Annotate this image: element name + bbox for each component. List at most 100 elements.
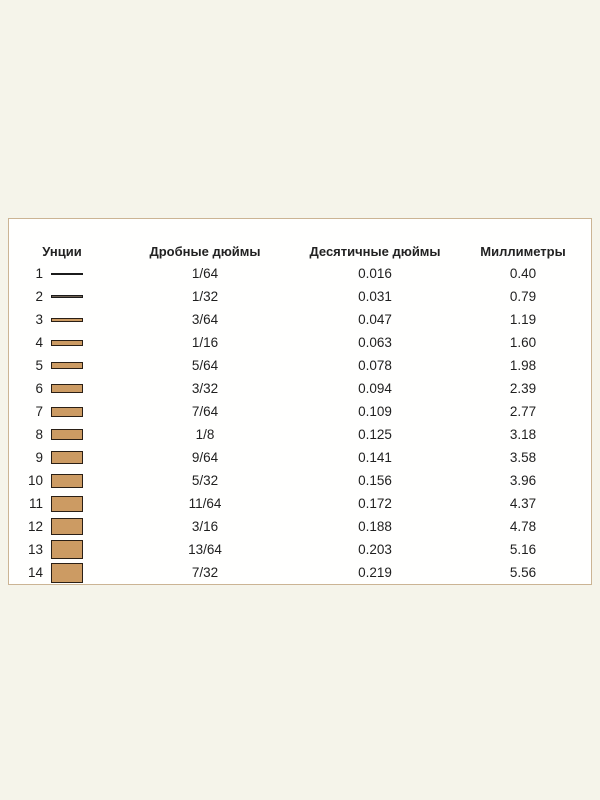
- decimal-inch-value: 0.078: [358, 358, 392, 373]
- ounce-value: 10: [27, 473, 43, 488]
- thickness-bar-cell: [49, 538, 115, 561]
- millimeter-value: 3.96: [509, 473, 537, 488]
- thickness-bar: [51, 272, 83, 275]
- fractional-inch-value: 11/64: [188, 496, 222, 511]
- ounce-value: 6: [35, 381, 43, 396]
- decimal-inch-value: 0.141: [358, 450, 392, 465]
- fractional-inch-value: 1/32: [191, 289, 219, 304]
- thickness-bar-cell: [49, 285, 115, 308]
- ounce-value: 1: [35, 266, 43, 281]
- decimal-inch-value: 0.047: [358, 312, 392, 327]
- table-body: 1 1/64 0.016 0.40 2 1/32 0.031 0.79 3 3/…: [9, 262, 591, 584]
- table-row: 14 7/32 0.219 5.56: [9, 561, 591, 584]
- millimeter-value: 4.78: [509, 519, 537, 534]
- fractional-inch-value: 1/8: [195, 427, 215, 442]
- table-row: 6 3/32 0.094 2.39: [9, 377, 591, 400]
- decimal-inch-value: 0.156: [358, 473, 392, 488]
- decimal-inch-value: 0.063: [358, 335, 392, 350]
- table-row: 9 9/64 0.141 3.58: [9, 446, 591, 469]
- ounce-value: 9: [35, 450, 43, 465]
- fractional-inch-value: 3/16: [191, 519, 219, 534]
- ounce-value: 5: [35, 358, 43, 373]
- ounce-value: 2: [35, 289, 43, 304]
- decimal-inch-value: 0.094: [358, 381, 392, 396]
- ounce-value: 4: [35, 335, 43, 350]
- table-row: 11 11/64 0.172 4.37: [9, 492, 591, 515]
- ounce-value: 14: [27, 565, 43, 580]
- millimeter-value: 2.39: [509, 381, 537, 396]
- ounce-value: 13: [27, 542, 43, 557]
- ounce-value: 11: [28, 496, 43, 511]
- thickness-bar-cell: [49, 354, 115, 377]
- table-row: 10 5/32 0.156 3.96: [9, 469, 591, 492]
- thickness-bar: [51, 540, 83, 559]
- decimal-inch-value: 0.109: [358, 404, 392, 419]
- thickness-bar: [51, 562, 83, 583]
- millimeter-value: 5.56: [509, 565, 537, 580]
- fractional-inch-value: 5/32: [191, 473, 219, 488]
- fractional-inch-value: 1/64: [191, 266, 219, 281]
- table-row: 7 7/64 0.109 2.77: [9, 400, 591, 423]
- thickness-bar: [51, 362, 83, 369]
- table-row: 12 3/16 0.188 4.78: [9, 515, 591, 538]
- table-row: 2 1/32 0.031 0.79: [9, 285, 591, 308]
- thickness-bar: [51, 295, 83, 298]
- millimeter-value: 1.60: [509, 335, 537, 350]
- thickness-bar: [51, 317, 83, 322]
- fractional-inch-value: 5/64: [191, 358, 219, 373]
- thickness-bar: [51, 339, 83, 346]
- millimeter-value: 4.37: [509, 496, 537, 511]
- column-header-ounces: Унции: [42, 244, 82, 259]
- thickness-bar-cell: [49, 561, 115, 584]
- fractional-inch-value: 3/64: [191, 312, 219, 327]
- thickness-bar-cell: [49, 515, 115, 538]
- thickness-bar-cell: [49, 308, 115, 331]
- thickness-bar: [51, 473, 83, 488]
- decimal-inch-value: 0.016: [358, 266, 392, 281]
- column-header-millimeters: Миллиметры: [480, 244, 566, 259]
- millimeter-value: 3.58: [509, 450, 537, 465]
- decimal-inch-value: 0.203: [358, 542, 392, 557]
- decimal-inch-value: 0.172: [358, 496, 392, 511]
- table-row: 4 1/16 0.063 1.60: [9, 331, 591, 354]
- millimeter-value: 3.18: [509, 427, 537, 442]
- table-header-row: Унции Дробные дюймы Десятичные дюймы Мил…: [9, 219, 591, 262]
- table-row: 8 1/8 0.125 3.18: [9, 423, 591, 446]
- ounce-value: 3: [35, 312, 43, 327]
- column-header-decimal-inches: Десятичные дюймы: [309, 244, 441, 259]
- thickness-bar-cell: [49, 262, 115, 285]
- fractional-inch-value: 1/16: [191, 335, 219, 350]
- thickness-bar: [51, 451, 83, 464]
- millimeter-value: 1.19: [509, 312, 537, 327]
- millimeter-value: 2.77: [509, 404, 537, 419]
- millimeter-value: 1.98: [509, 358, 537, 373]
- decimal-inch-value: 0.188: [358, 519, 392, 534]
- ounce-value: 7: [35, 404, 43, 419]
- ounce-value: 8: [35, 427, 43, 442]
- thickness-bar-cell: [49, 492, 115, 515]
- fractional-inch-value: 3/32: [191, 381, 219, 396]
- ounce-value: 12: [27, 519, 43, 534]
- thickness-bar-cell: [49, 469, 115, 492]
- fractional-inch-value: 13/64: [188, 542, 222, 557]
- thickness-bar-cell: [49, 446, 115, 469]
- decimal-inch-value: 0.219: [358, 565, 392, 580]
- table-row: 3 3/64 0.047 1.19: [9, 308, 591, 331]
- thickness-bar-cell: [49, 423, 115, 446]
- fractional-inch-value: 7/64: [191, 404, 219, 419]
- thickness-bar: [51, 406, 83, 417]
- fractional-inch-value: 7/32: [191, 565, 219, 580]
- thickness-bar: [51, 384, 83, 393]
- thickness-bar-cell: [49, 400, 115, 423]
- thickness-bar-cell: [49, 331, 115, 354]
- thickness-bar-cell: [49, 377, 115, 400]
- table-row: 5 5/64 0.078 1.98: [9, 354, 591, 377]
- thickness-bar: [51, 495, 83, 512]
- decimal-inch-value: 0.031: [358, 289, 392, 304]
- thickness-bar: [51, 518, 83, 535]
- column-header-fractional-inches: Дробные дюймы: [149, 244, 261, 259]
- millimeter-value: 5.16: [509, 542, 537, 557]
- millimeter-value: 0.40: [509, 266, 537, 281]
- decimal-inch-value: 0.125: [358, 427, 392, 442]
